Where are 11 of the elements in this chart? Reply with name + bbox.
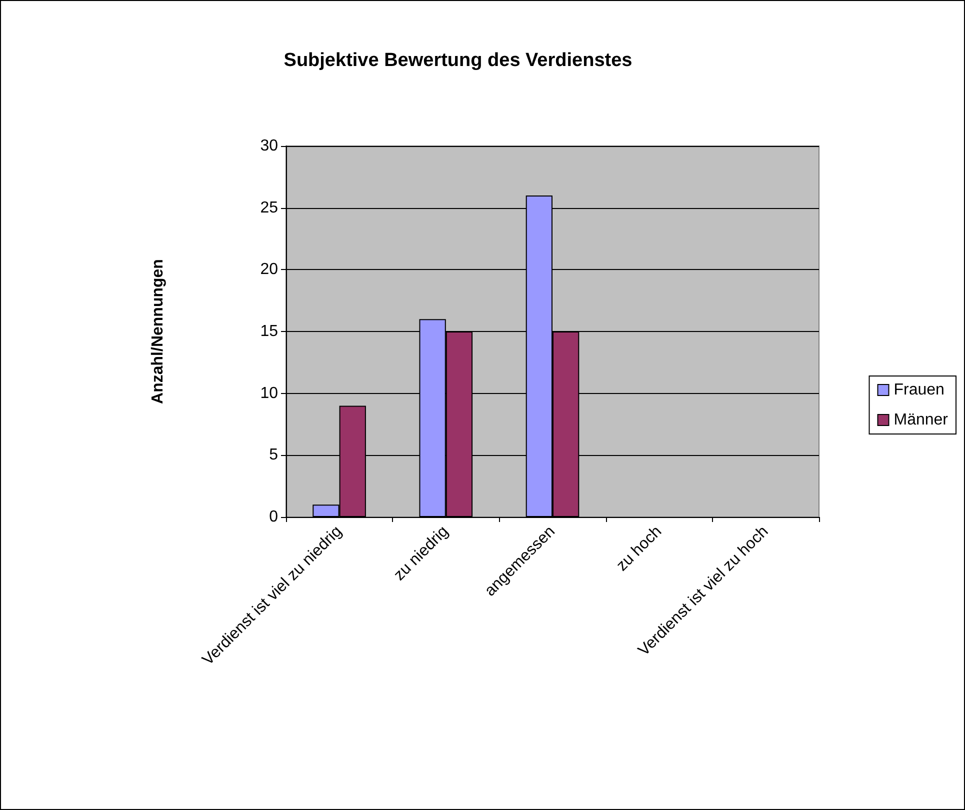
chart-title: Subjektive Bewertung des Verdienstes: [284, 50, 632, 71]
legend-label: Männer: [894, 412, 949, 428]
legend-label: Frauen: [894, 382, 944, 398]
y-tick-label: 30: [260, 138, 278, 154]
y-axis-title: Anzahl/Nennungen: [150, 259, 166, 404]
y-tick-label: 25: [260, 199, 278, 216]
y-tick-label: 15: [260, 323, 278, 340]
y-tick-label: 20: [260, 261, 278, 278]
y-tick-label: 0: [269, 508, 278, 526]
y-tick-label: 10: [260, 384, 278, 402]
y-tick-label: 5: [269, 446, 278, 464]
